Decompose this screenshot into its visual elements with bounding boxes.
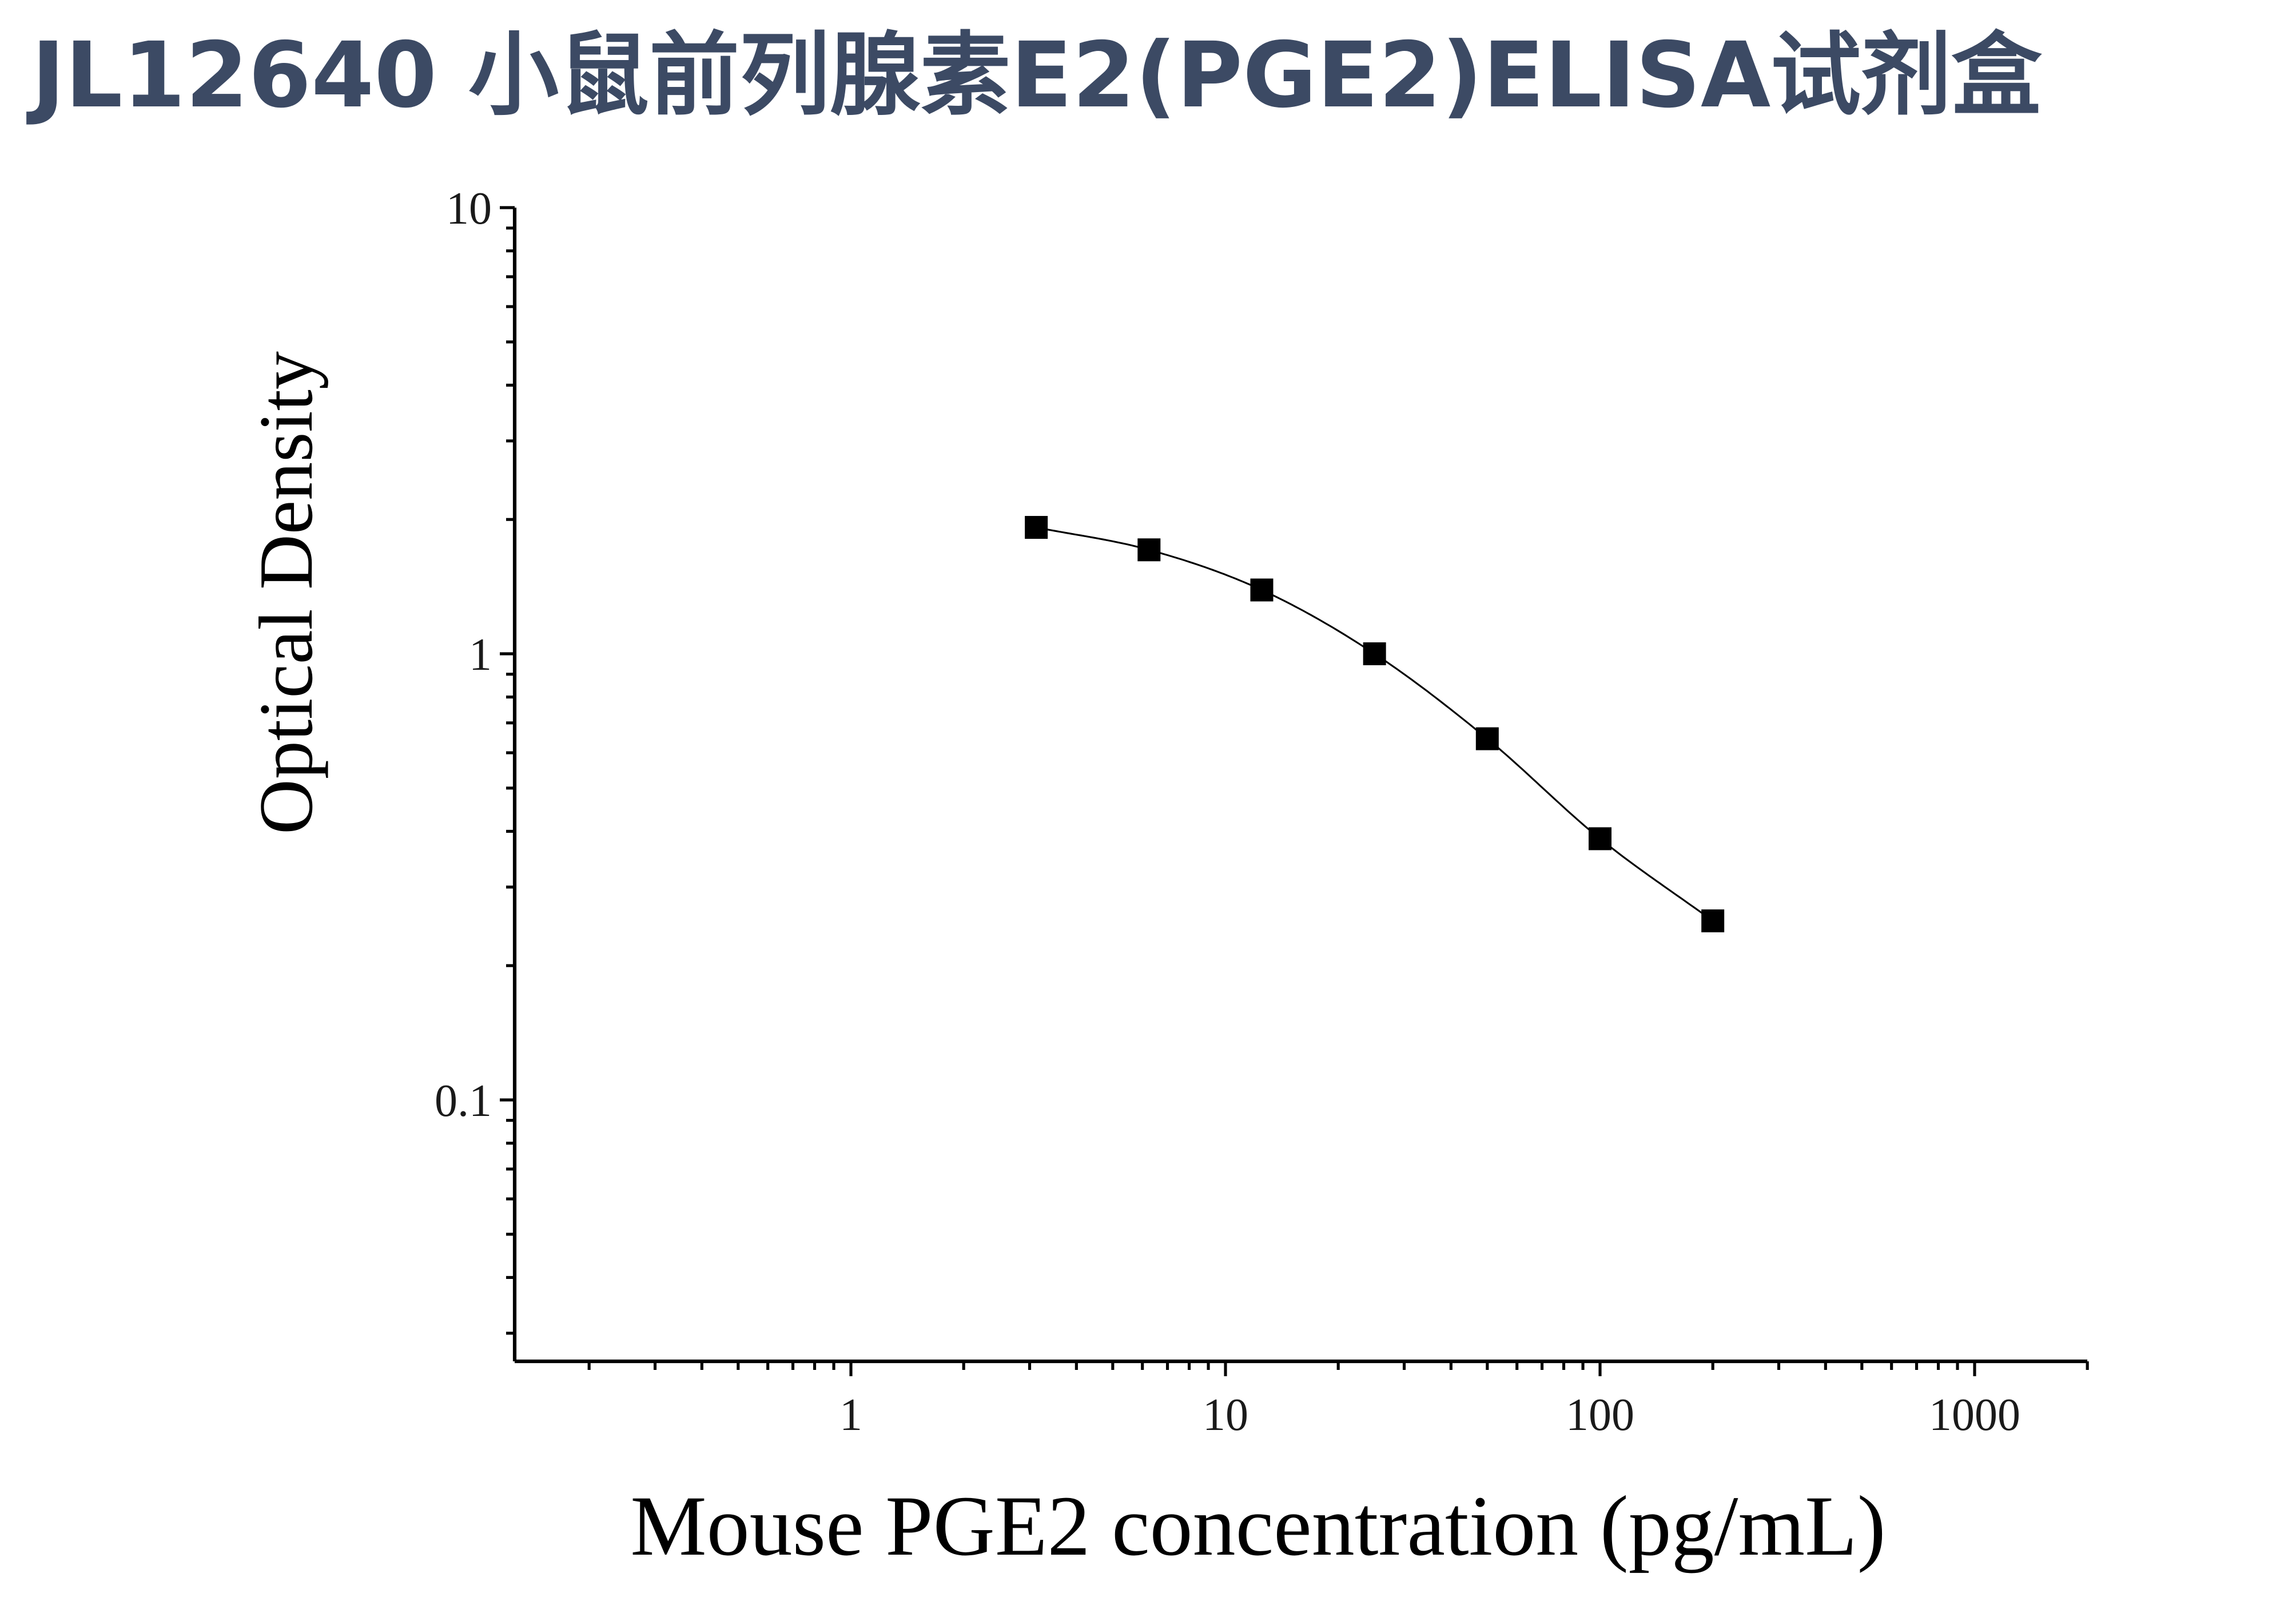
y-axis-title: Optical Density <box>244 351 328 835</box>
data-point <box>1589 827 1611 851</box>
page-title: JL12640 小鼠前列腺素E2(PGE2)ELISA试剂盒 <box>31 23 2042 128</box>
y-axis: 0.1 1 10 <box>435 184 517 1361</box>
data-point <box>1025 516 1048 539</box>
y-tick-label: 0.1 <box>435 1076 492 1126</box>
x-axis-title: Mouse PGE2 concentration (pg/mL) <box>630 1479 1885 1574</box>
x-tick-label: 100 <box>1566 1390 1634 1440</box>
y-tick-label: 1 <box>469 630 492 680</box>
x-tick-label: 1 <box>839 1390 862 1440</box>
data-point <box>1701 909 1725 932</box>
data-point <box>1137 538 1161 562</box>
x-tick-label: 1000 <box>1929 1390 2020 1440</box>
plot-area <box>1025 516 1725 932</box>
data-point <box>1475 727 1499 750</box>
data-point <box>1363 642 1386 665</box>
x-tick-label: 10 <box>1203 1390 1248 1440</box>
fit-curve-line <box>1036 526 1714 922</box>
data-point <box>1250 578 1274 602</box>
x-axis: 1 10 100 1000 <box>515 1359 2089 1440</box>
y-tick-label: 10 <box>446 184 492 234</box>
